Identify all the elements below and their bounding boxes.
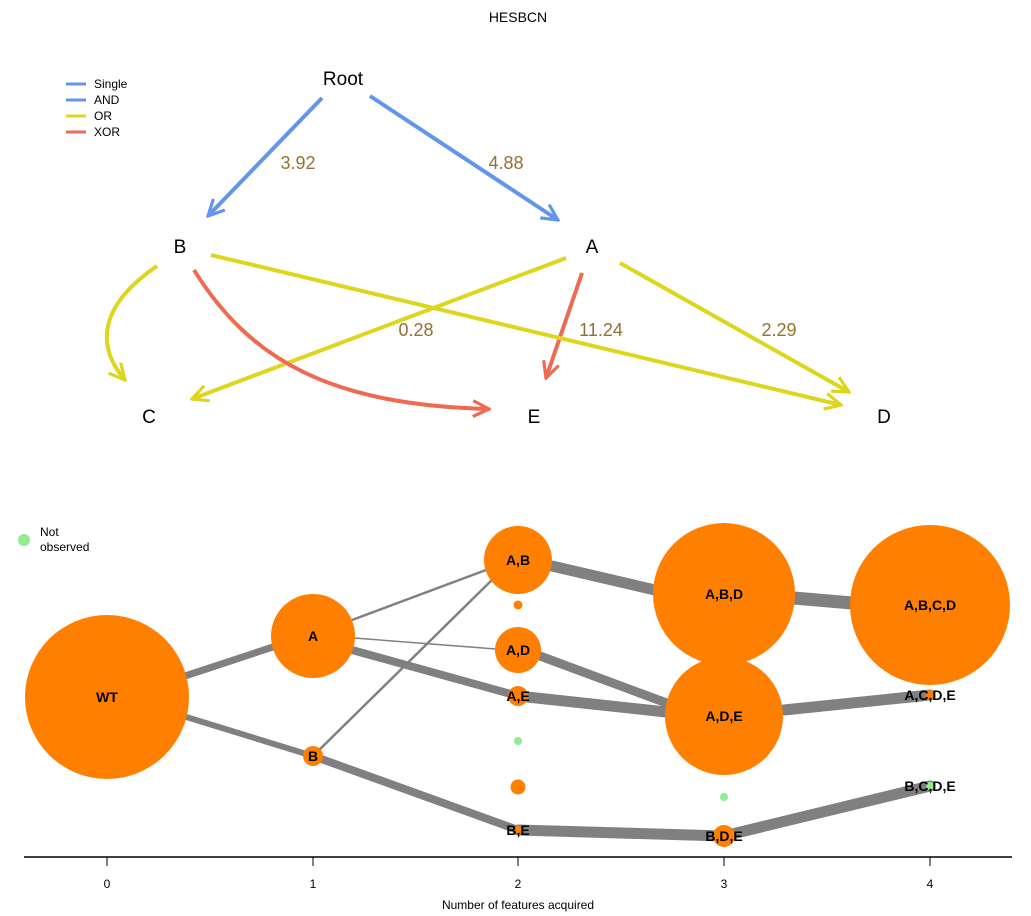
dag-nodes: Root B A C E D [142,69,891,428]
x-tick-label-0: 0 [104,877,111,891]
state-labels: WT A B A,B A,D A,E B,E A,B,D A,D,E B,D,E… [96,552,956,844]
edge-type-legend: Single AND OR XOR [66,77,128,139]
x-axis: 0 1 2 3 4 Number of features acquired [24,856,1012,912]
dag-node-root: Root [323,69,364,90]
state-node-ade [665,657,783,775]
state-nodes [25,523,1010,847]
state-node-ab [484,526,552,594]
dag-edges [104,94,849,409]
transition-abd-abcd [787,591,859,610]
edge-b-e [192,268,489,409]
state-label-ae: A,E [506,688,529,704]
state-label-ab: A,B [506,552,530,568]
edge-label-a-e: 11.24 [579,320,623,340]
dag-node-c: C [142,407,156,428]
transition-edges [178,560,936,842]
state-label-b: B [308,748,318,764]
edge-a-e [546,272,584,378]
not-observed-swatch [18,534,30,546]
x-tick-label-4: 4 [927,877,934,891]
dag-node-b: B [174,237,187,258]
state-node-acde [925,690,935,700]
edge-b-d [210,253,841,405]
state-node-unlabeled-3 [510,779,526,795]
state-label-a: A [308,628,318,644]
state-label-acde: A,C,D,E [904,687,955,703]
state-label-bde: B,D,E [705,828,742,844]
transition-ab-abd [546,560,661,596]
state-node-b [303,746,323,766]
transition-ad-ade [535,651,677,710]
state-node-unlabeled-1 [513,600,523,610]
legend-label-or: OR [94,109,112,123]
transition-wt-a [178,640,286,681]
state-node-unlabeled-2 [514,737,522,745]
not-observed-label-line2: observed [40,540,89,554]
x-tick-label-2: 2 [515,877,522,891]
state-node-abd [653,523,795,665]
state-label-abcd: A,B,C,D [904,597,956,613]
edge-b-c [104,264,159,380]
state-label-ade: A,D,E [705,708,742,724]
state-label-wt: WT [96,689,118,705]
edge-root-a [368,94,558,220]
transition-a-ae [348,646,522,700]
transition-wt-b [180,713,316,759]
edge-label-a-c: 0.28 [398,320,433,340]
transition-b-ab [311,572,500,758]
transition-b-be [309,752,522,834]
not-observed-label-line1: Not [40,525,59,539]
legend-label-xor: XOR [94,125,120,139]
state-node-bde [713,825,735,847]
legend-label-and: AND [94,93,120,107]
not-observed-label: Not observed [40,525,89,554]
dag-node-a: A [586,237,599,258]
edge-root-b [208,96,324,216]
state-label-abd: A,B,D [705,586,743,602]
edge-label-root-a: 4.88 [488,153,523,173]
state-label-bcde: B,C,D,E [904,778,955,794]
edge-label-a-d: 2.29 [761,320,796,340]
transition-a-ad [353,637,497,650]
state-node-abcd [850,525,1010,685]
dag-edge-labels: 3.92 4.88 0.28 11.24 2.29 [280,153,796,340]
edge-a-d [619,261,849,392]
dag-node-e: E [528,407,541,428]
x-tick-label-3: 3 [721,877,728,891]
state-node-a [271,594,355,678]
edge-a-c [192,256,567,399]
transition-bde-bcde [718,780,936,842]
transition-ae-ade [512,690,672,718]
state-node-be [514,826,522,834]
figure-title: HESBCN [489,9,547,25]
x-axis-title: Number of features acquired [442,898,594,912]
not-observed-legend: Not observed [18,525,89,554]
legend-label-single: Single [94,77,128,91]
state-node-unlabeled-4 [720,793,728,801]
transition-a-ab [350,568,488,622]
state-label-ad: A,D [506,642,530,658]
state-node-ad [495,627,541,673]
transition-ade-acde [778,689,936,716]
x-tick-label-1: 1 [310,877,317,891]
state-node-wt [25,615,189,779]
state-node-ae [508,686,528,706]
transition-be-bde [512,824,730,842]
state-label-be: B,E [506,822,529,838]
edge-label-root-b: 3.92 [280,153,315,173]
state-node-bcde [926,782,934,790]
dag-node-d: D [877,407,891,428]
